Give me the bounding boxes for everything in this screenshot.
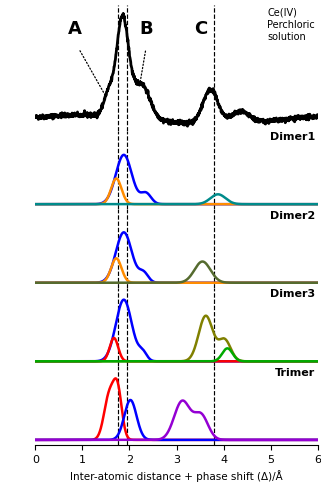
Text: Dimer2: Dimer2	[270, 211, 315, 221]
Text: B: B	[139, 20, 153, 38]
Text: Dimer3: Dimer3	[270, 290, 315, 300]
Text: Dimer1: Dimer1	[270, 132, 315, 142]
Text: Ce(IV)
Perchloric
solution: Ce(IV) Perchloric solution	[267, 8, 315, 42]
X-axis label: Inter-atomic distance + phase shift (Δ)/Å: Inter-atomic distance + phase shift (Δ)/…	[70, 470, 283, 482]
Text: C: C	[195, 20, 208, 38]
Text: A: A	[68, 20, 82, 38]
Text: Trimer: Trimer	[275, 368, 315, 378]
